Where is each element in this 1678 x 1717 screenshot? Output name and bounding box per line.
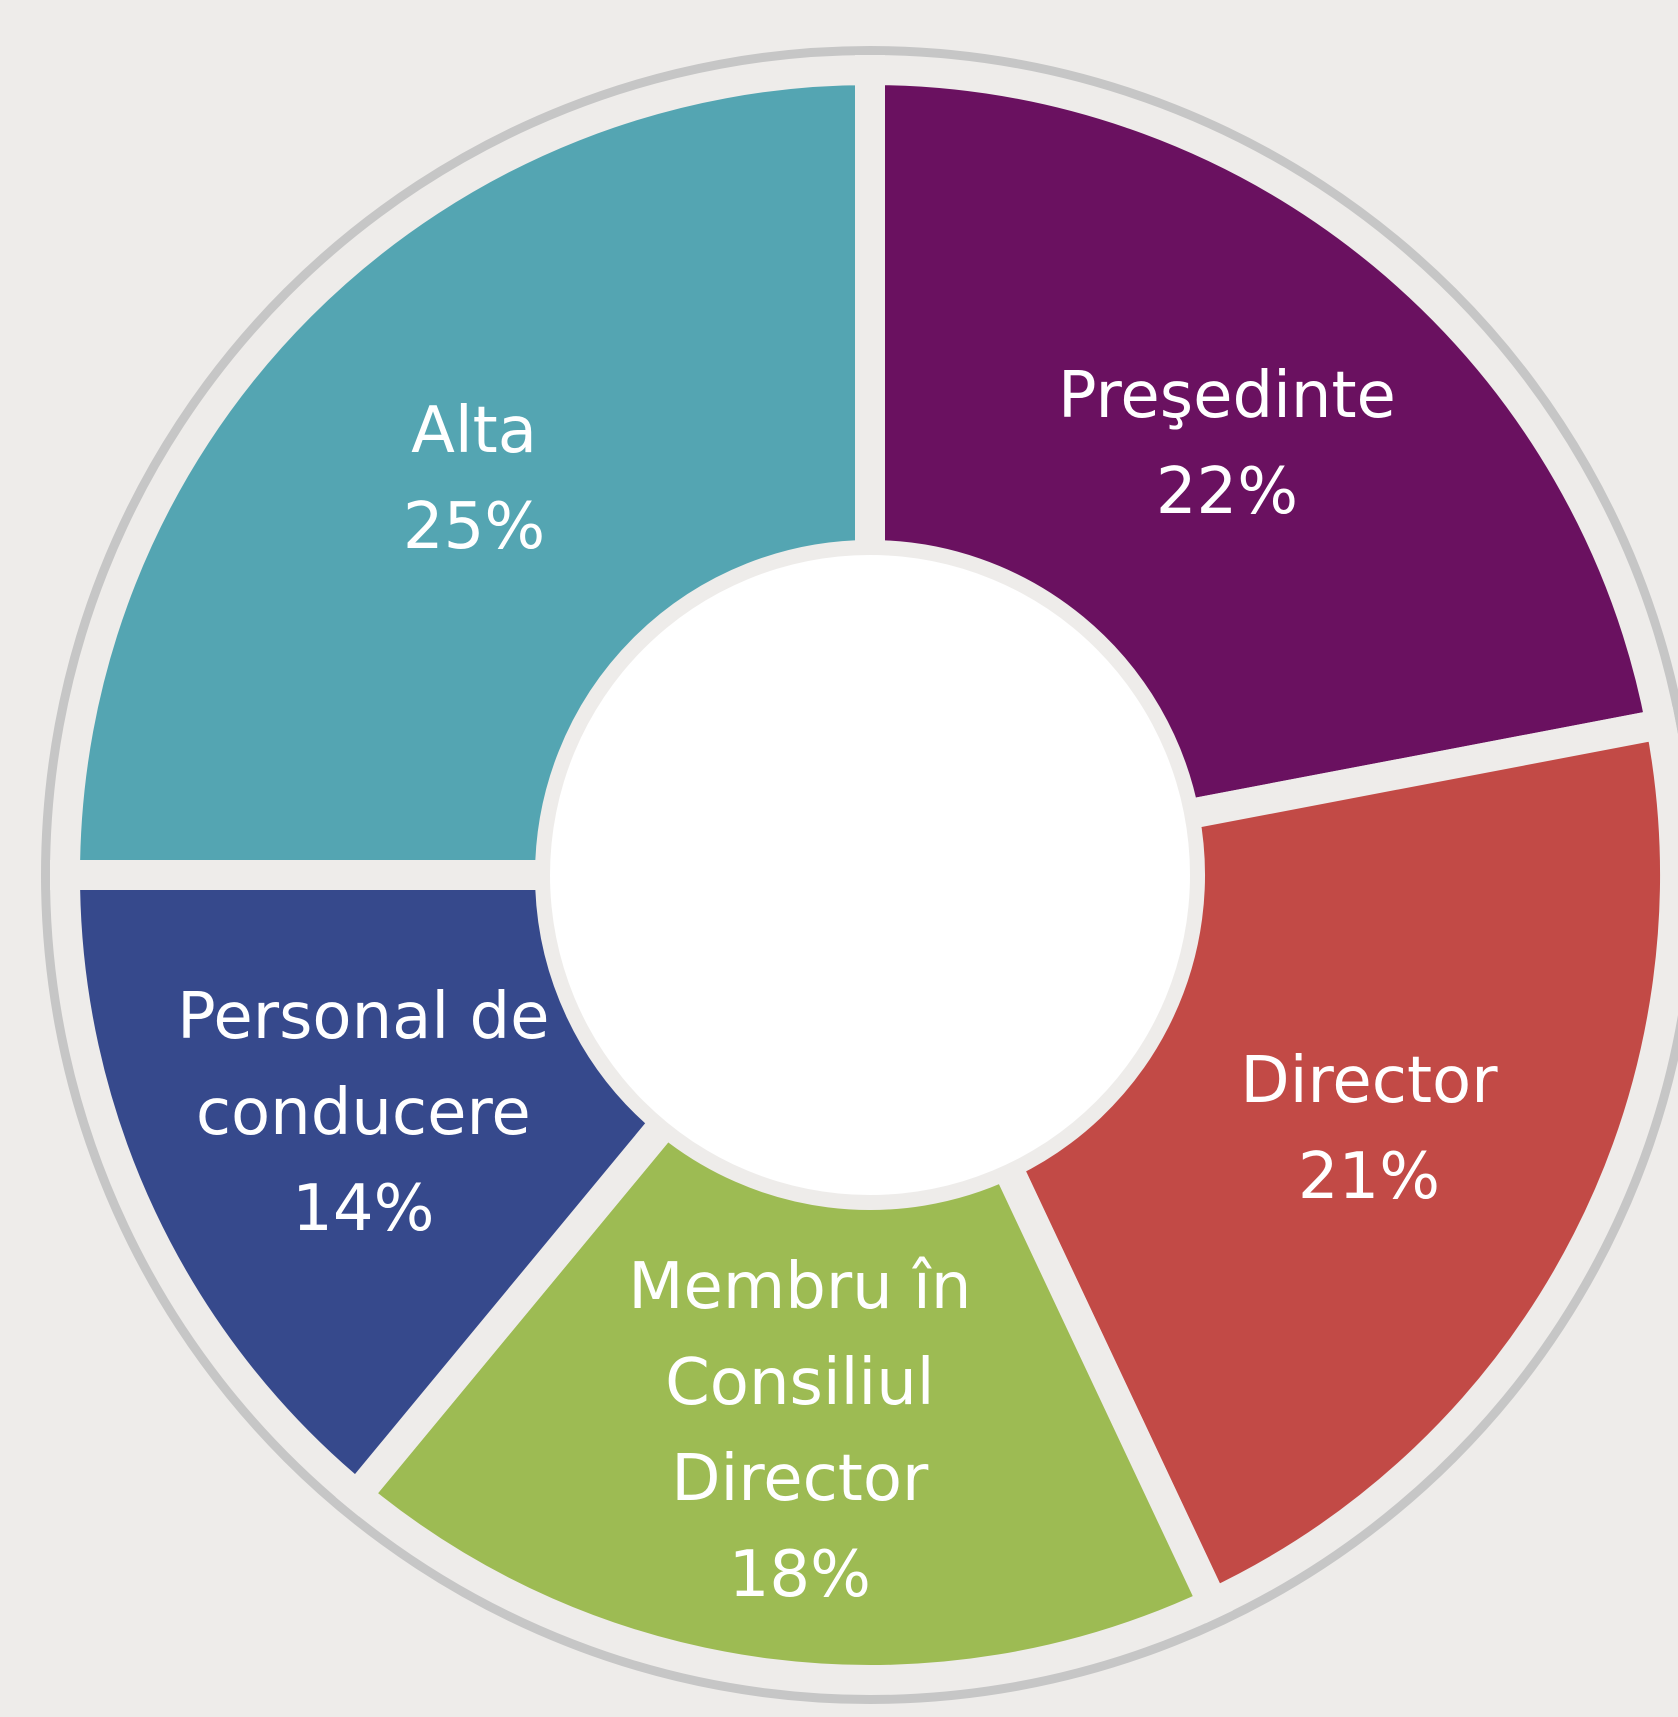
category-label: Membru în Consiliul Director xyxy=(628,1249,972,1516)
slice-label: Alta 25% xyxy=(239,383,709,575)
value-label: 22% xyxy=(1155,454,1299,529)
value-label: 21% xyxy=(1297,1140,1441,1215)
value-label: 25% xyxy=(402,490,546,565)
category-label: Preşedinte xyxy=(1058,358,1396,433)
slice-label: Membru în Consiliul Director 18% xyxy=(565,1239,1035,1623)
slice-label: Personal de conducere 14% xyxy=(128,969,598,1257)
value-label: 14% xyxy=(292,1172,435,1247)
category-label: Director xyxy=(1240,1044,1498,1119)
category-label: Personal de conducere xyxy=(177,980,550,1151)
value-label: 18% xyxy=(728,1537,871,1612)
donut-hole xyxy=(550,555,1190,1195)
slices xyxy=(49,54,1678,1695)
slice-label: Director 21% xyxy=(1134,1033,1604,1225)
slice-label: Preşedinte 22% xyxy=(992,348,1462,540)
category-label: Alta xyxy=(411,394,537,469)
